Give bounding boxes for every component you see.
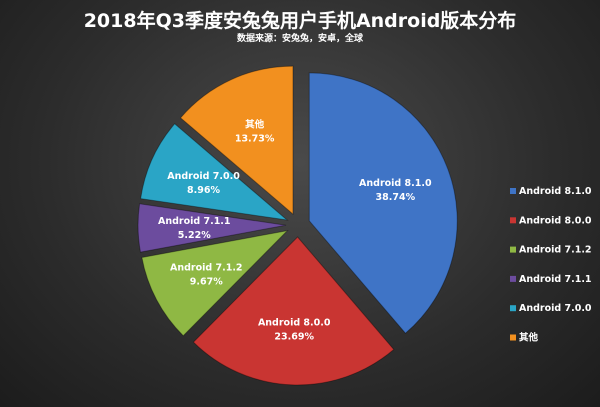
pie-slice-4 [140,123,289,221]
slice-value-label: 13.73% [235,134,275,145]
slice-label: Android 7.1.2 [170,263,243,274]
pie-slice-1 [192,236,395,386]
slice-label: Android 8.1.0 [359,178,432,189]
legend-swatch [510,188,516,194]
slice-label: Android 8.0.0 [258,318,331,329]
pie-slice-5 [179,65,294,216]
slice-value-label: 9.67% [190,277,223,288]
legend-swatch [510,334,516,341]
legend-label: Android 7.0.0 [519,303,592,314]
legend-swatch [510,217,516,224]
slice-value-label: 8.96% [187,185,220,196]
slice-value-label: 23.69% [274,332,314,343]
legend-swatch [510,246,516,253]
legend-swatch [510,275,516,282]
legend-label: Android 8.0.0 [519,215,592,226]
pie-slice-3 [137,203,287,253]
legend-label: Android 8.1.0 [519,186,592,197]
chart-subtitle: 数据来源：安兔兔，安卓，全球 [236,34,363,44]
slice-value-label: 38.74% [376,192,416,203]
legend-label: Android 7.1.1 [519,274,592,285]
slice-label: Android 7.0.0 [167,171,240,182]
legend-label: 其他 [519,332,539,344]
slice-label: 其他 [245,119,265,131]
pie-slice-2 [141,229,289,337]
legend-label: Android 7.1.2 [519,245,592,256]
chart-title: 2018年Q3季度安兔兔用户手机Android版本分布 [83,10,517,32]
slice-label: Android 7.1.1 [158,216,231,227]
slice-value-label: 5.22% [178,230,211,241]
legend-swatch [510,305,516,312]
pie-slice-0 [308,72,458,335]
